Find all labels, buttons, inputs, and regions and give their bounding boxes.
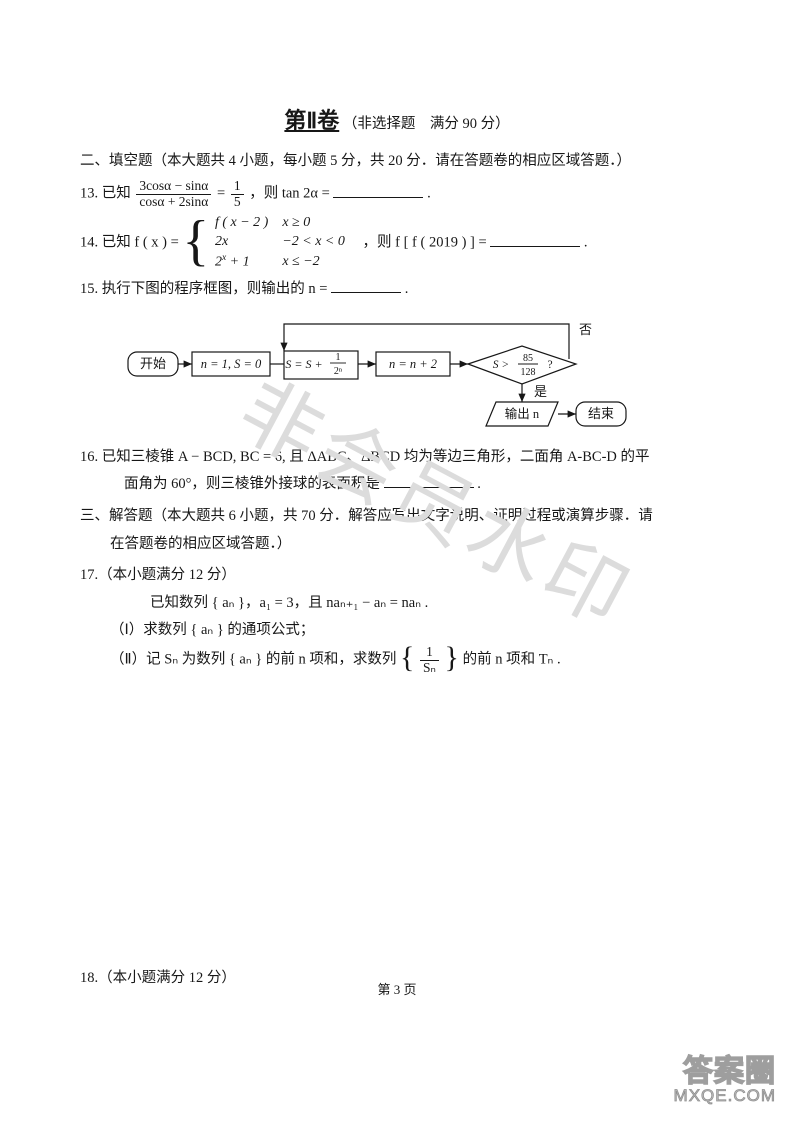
q14-piecewise: f ( x − 2 ) x ≥ 0 2x −2 < x < 0 2x + 1 x… [215, 214, 359, 272]
q13-lhs-den: cosα + 2sinα [136, 194, 211, 210]
question-15: 15. 执行下图的程序框图，则输出的 n = . [80, 276, 714, 304]
q14-r2c2: −2 < x < 0 [282, 234, 345, 249]
section3-intro: 三、解答题（本大题共 6 小题，共 70 分．解答应写出文字说明、证明过程或演算… [80, 503, 714, 558]
q13-rhs-num: 1 [231, 179, 244, 194]
q17-frac: 1 Sₙ [420, 645, 439, 676]
q16-l2b: . [477, 476, 481, 492]
question-14: 14. 已知 f ( x ) = { f ( x − 2 ) x ≥ 0 2x … [80, 214, 714, 272]
q16-line2: 面角为 60°，则三棱锥外接球的表面积是 . [80, 471, 714, 499]
flow-start: 开始 [140, 356, 166, 371]
q13-rhs-fraction: 1 5 [231, 179, 244, 210]
q13-rhs-den: 5 [231, 194, 244, 210]
q13-eq: = [217, 186, 229, 202]
flow-incr: n = n + 2 [389, 357, 437, 371]
q16-line1: 16. 已知三棱锥 A − BCD, BC = 6, 且 ΔABC、ΔBCD 均… [80, 444, 714, 472]
flow-end: 结束 [588, 406, 614, 421]
flow-yes-label: 是 [534, 384, 547, 399]
q17-part2: （Ⅱ）记 Sₙ 为数列 { aₙ } 的前 n 项和，求数列 { 1 Sₙ } … [80, 645, 714, 676]
q14-r3c2: x ≤ −2 [282, 254, 319, 269]
q13-blank [333, 183, 423, 199]
q14-r1c1: f ( x − 2 ) [215, 215, 268, 230]
q15-text: 15. 执行下图的程序框图，则输出的 n = [80, 281, 331, 297]
page: 非会员水印 第Ⅱ卷 （非选择题 满分 90 分） 二、填空题（本大题共 4 小题… [0, 0, 794, 1123]
q16-l2a: 面角为 60°，则三棱锥外接球的表面积是 [124, 476, 384, 492]
lbrace-icon: { [400, 641, 414, 674]
flow-step-den: 2ⁿ [334, 366, 342, 377]
section-title: 第Ⅱ卷 （非选择题 满分 90 分） [80, 100, 714, 142]
q13-lhs-fraction: 3cosα − sinα cosα + 2sinα [136, 179, 211, 210]
section3-l2: 在答题卷的相应区域答题．） [80, 531, 714, 559]
corner-watermark: 答案圈 MXQE.COM [674, 1056, 776, 1105]
flowchart: 否 开始 n = 1, S = 0 S = S + 1 2ⁿ n = n + 2… [124, 314, 664, 434]
flow-cond-r: ? [547, 359, 552, 371]
section2-intro: 二、填空题（本大题共 4 小题，每小题 5 分，共 20 分．请在答题卷的相应区… [80, 148, 714, 176]
corner-l2: MXQE.COM [674, 1087, 776, 1105]
q13-lead: 13. 已知 [80, 186, 131, 202]
flow-cond-num: 85 [523, 353, 533, 364]
title-main: 第Ⅱ卷 [284, 108, 339, 133]
q17-p2a: （Ⅱ）记 Sₙ 为数列 { aₙ } 的前 n 项和，求数列 [110, 651, 400, 667]
q17-part1: （Ⅰ）求数列 { aₙ } 的通项公式； [80, 617, 714, 645]
rbrace-icon: } [445, 641, 459, 674]
q15-end: . [405, 281, 409, 297]
flow-cond-l: S > [493, 359, 509, 371]
q17-line1: 已知数列 { aₙ }，a₁ = 3，且 naₙ₊₁ − aₙ = naₙ . [80, 590, 714, 618]
page-number: 第 3 页 [0, 978, 794, 1003]
flow-step-num: 1 [336, 352, 341, 363]
question-17: 17.（本小题满分 12 分） 已知数列 { aₙ }，a₁ = 3，且 naₙ… [80, 562, 714, 675]
question-13: 13. 已知 3cosα − sinα cosα + 2sinα = 1 5 ，… [80, 179, 714, 210]
q17-p2b: 的前 n 项和 Tₙ . [463, 651, 561, 667]
q14-end: . [584, 235, 588, 251]
q13-end: . [427, 186, 431, 202]
flow-init: n = 1, S = 0 [201, 357, 262, 371]
q14-r3c1-tail: + 1 [226, 254, 249, 269]
q15-blank [331, 278, 401, 294]
brace-icon: { [182, 213, 209, 269]
q13-tail: ，则 tan 2α = [249, 186, 333, 202]
q14-mid: ，则 f [ f ( 2019 ) ] = [363, 235, 491, 251]
flow-output: 输出 n [505, 406, 540, 421]
section3-l1: 三、解答题（本大题共 6 小题，共 70 分．解答应写出文字说明、证明过程或演算… [80, 503, 714, 531]
q14-r1c2: x ≥ 0 [282, 215, 310, 230]
corner-l1: 答案圈 [674, 1056, 776, 1088]
flow-cond-den: 128 [521, 367, 536, 378]
q17-frac-num: 1 [420, 645, 439, 660]
q17-frac-den: Sₙ [420, 660, 439, 676]
title-sub: （非选择题 满分 90 分） [343, 116, 510, 132]
question-16: 16. 已知三棱锥 A − BCD, BC = 6, 且 ΔABC、ΔBCD 均… [80, 444, 714, 499]
q13-lhs-num: 3cosα − sinα [136, 179, 211, 194]
flow-no-label: 否 [579, 322, 592, 337]
q14-blank [490, 231, 580, 247]
q14-r3c1-base: 2 [215, 254, 222, 269]
q17-head: 17.（本小题满分 12 分） [80, 562, 714, 590]
flow-step-s: S = S + [285, 357, 322, 371]
q14-lead: 14. 已知 f ( x ) = [80, 235, 182, 251]
q14-r2c1: 2x [215, 234, 228, 249]
q16-blank [384, 473, 474, 489]
